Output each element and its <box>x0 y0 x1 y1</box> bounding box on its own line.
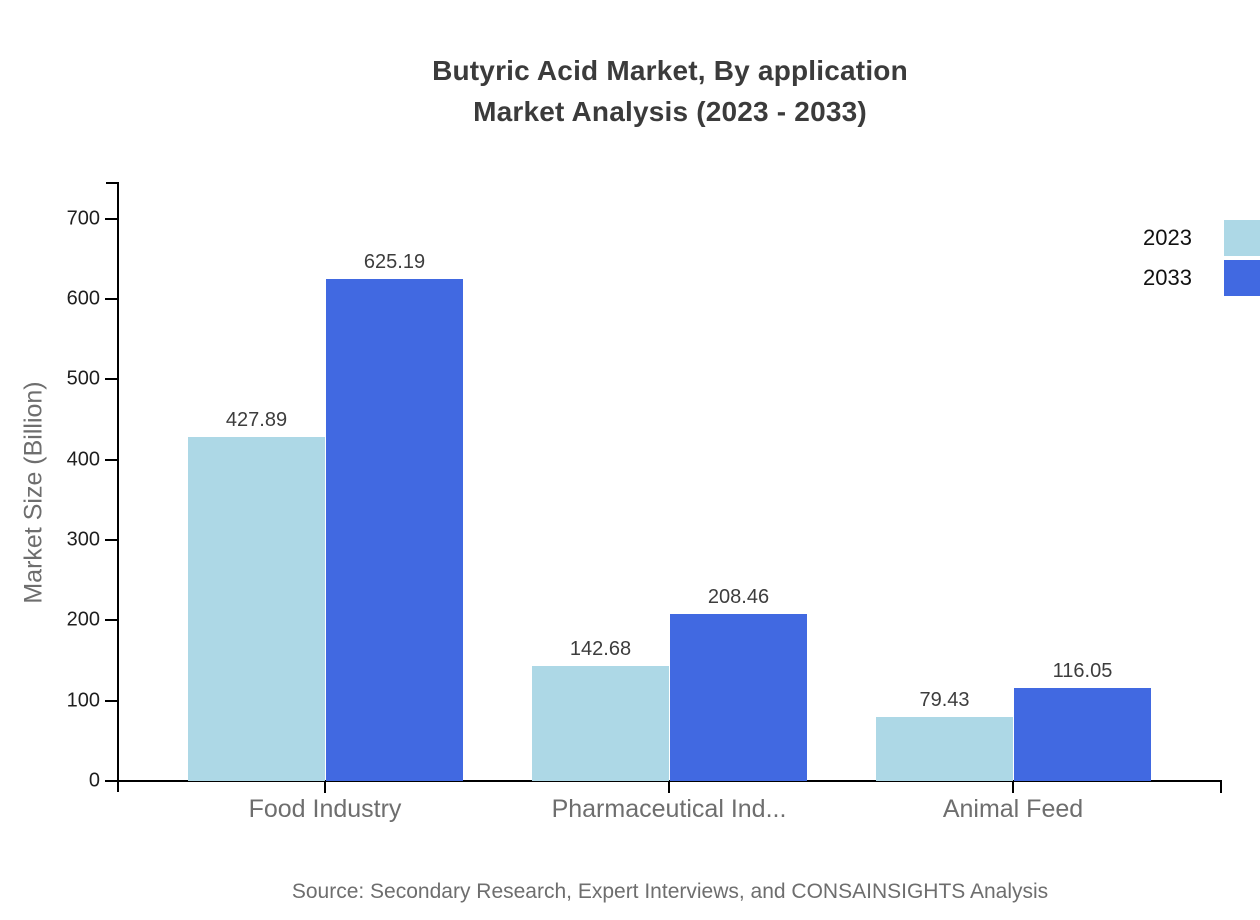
bar-2033-3 <box>1014 687 1151 781</box>
source-note: Source: Secondary Research, Expert Inter… <box>291 880 1049 903</box>
y-tick-mark <box>105 619 118 622</box>
bar-value-label: 208.46 <box>707 585 770 608</box>
bar-value-label: 625.19 <box>363 250 426 273</box>
y-axis-title: Market Size (Billion) <box>19 381 48 604</box>
bar-2023-3 <box>876 717 1013 781</box>
bar-value-label: 427.89 <box>225 409 288 432</box>
y-tick-label: 700 <box>66 207 100 230</box>
y-axis-line <box>117 182 119 792</box>
y-tick-mark <box>105 217 118 220</box>
legend-label-2023: 2023 <box>1143 225 1192 250</box>
y-tick-label: 500 <box>66 367 100 390</box>
x-category-label: Animal Feed <box>942 795 1084 823</box>
y-tick-mark <box>105 699 118 702</box>
x-tick-mark <box>668 781 670 793</box>
legend-swatch-2033 <box>1224 260 1260 296</box>
y-tick-label: 200 <box>66 608 100 631</box>
bar-2033-2 <box>670 613 807 781</box>
x-category-label: Food Industry <box>248 795 402 823</box>
legend-label-2033: 2033 <box>1143 265 1192 290</box>
x-axis-endcap <box>1220 780 1222 793</box>
y-axis-endcap <box>106 182 119 184</box>
bar-2023-1 <box>188 437 325 781</box>
y-tick-mark <box>105 378 118 381</box>
y-tick-mark <box>105 539 118 542</box>
y-tick-mark <box>105 458 118 461</box>
y-tick-mark <box>105 780 118 782</box>
bar-value-label: 116.05 <box>1052 659 1113 682</box>
y-tick-label: 400 <box>66 448 100 471</box>
y-tick-mark <box>105 298 118 301</box>
chart-title-line2: Market Analysis (2023 - 2033) <box>473 96 867 127</box>
x-axis-line <box>105 780 1222 782</box>
bar-2033-1 <box>326 278 463 781</box>
legend-swatch-2023 <box>1224 220 1260 256</box>
y-tick-label: 300 <box>66 528 100 551</box>
y-tick-label: 600 <box>66 287 100 310</box>
x-tick-mark <box>324 781 326 793</box>
bar-value-label: 79.43 <box>919 689 970 712</box>
bar-value-label: 142.68 <box>569 638 632 661</box>
y-tick-label: 0 <box>88 769 100 792</box>
x-tick-mark <box>1012 781 1014 793</box>
chart-title: Butyric Acid Market, By application Mark… <box>0 50 1260 132</box>
bar-2023-2 <box>532 666 669 781</box>
chart-title-line1: Butyric Acid Market, By application <box>432 55 908 86</box>
y-tick-label: 100 <box>66 689 100 712</box>
x-category-label: Pharmaceutical Ind... <box>551 795 787 823</box>
